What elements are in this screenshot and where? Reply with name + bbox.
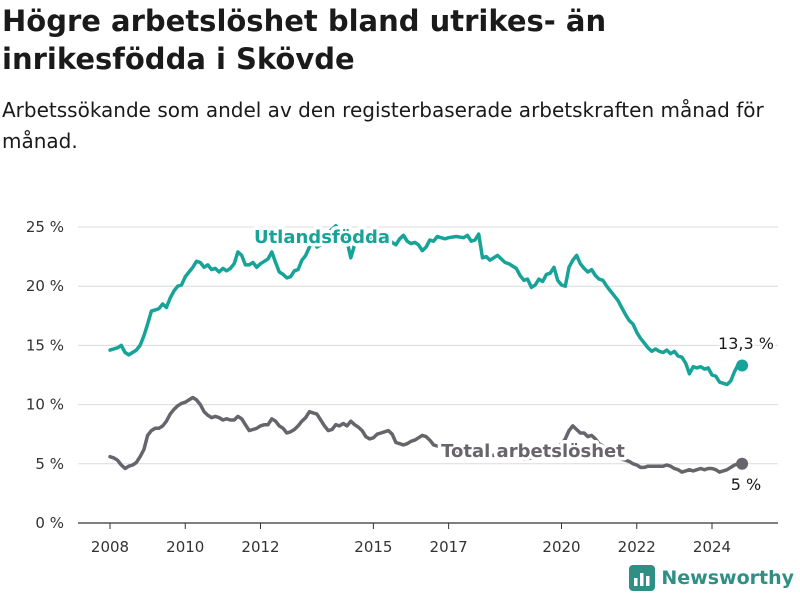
gridlines xyxy=(78,226,778,524)
x-tick-label: 2015 xyxy=(354,538,392,556)
y-tick-label: 0 % xyxy=(35,514,64,532)
x-tick-label: 2008 xyxy=(91,538,129,556)
series-end-marker xyxy=(736,457,749,470)
y-tick-label: 5 % xyxy=(35,455,64,473)
x-tick-label: 2010 xyxy=(166,538,204,556)
chart-title: Högre arbetslöshet bland utrikes- än inr… xyxy=(2,4,607,76)
series-name-label: Total arbetslöshet xyxy=(441,441,625,462)
series-end-label: 5 % xyxy=(731,475,761,494)
y-axis: 0 % 5 % 10 % 15 % 20 % 25 % xyxy=(26,218,64,532)
series-end-marker xyxy=(736,359,749,372)
bar-chart-icon xyxy=(629,565,656,591)
x-tick-label: 2012 xyxy=(241,538,279,556)
series-line xyxy=(108,224,744,387)
brand-name: Newsworthy xyxy=(661,567,794,589)
x-tick-label: 2022 xyxy=(618,538,656,556)
y-tick-label: 10 % xyxy=(26,396,64,414)
series-end-label: 13,3 % xyxy=(718,334,774,353)
y-tick-label: 15 % xyxy=(26,336,64,354)
chart-subtitle: Arbetssökande som andel av den registerb… xyxy=(2,98,764,153)
x-axis: 2008 2010 2012 2015 2017 2020 2022 2024 xyxy=(91,523,731,556)
y-tick-label: 25 % xyxy=(26,218,64,236)
y-tick-label: 20 % xyxy=(26,277,64,295)
newsworthy-logo[interactable]: Newsworthy xyxy=(629,565,794,591)
series-name-label: Utlandsfödda xyxy=(254,227,390,248)
x-tick-label: 2024 xyxy=(693,538,731,556)
series-line xyxy=(108,395,744,474)
x-tick-label: 2017 xyxy=(430,538,468,556)
series-lines xyxy=(108,224,749,474)
x-tick-label: 2020 xyxy=(542,538,580,556)
series-labels: Utlandsfödda 13,3 % Total arbetslöshet 5 % xyxy=(250,224,776,497)
